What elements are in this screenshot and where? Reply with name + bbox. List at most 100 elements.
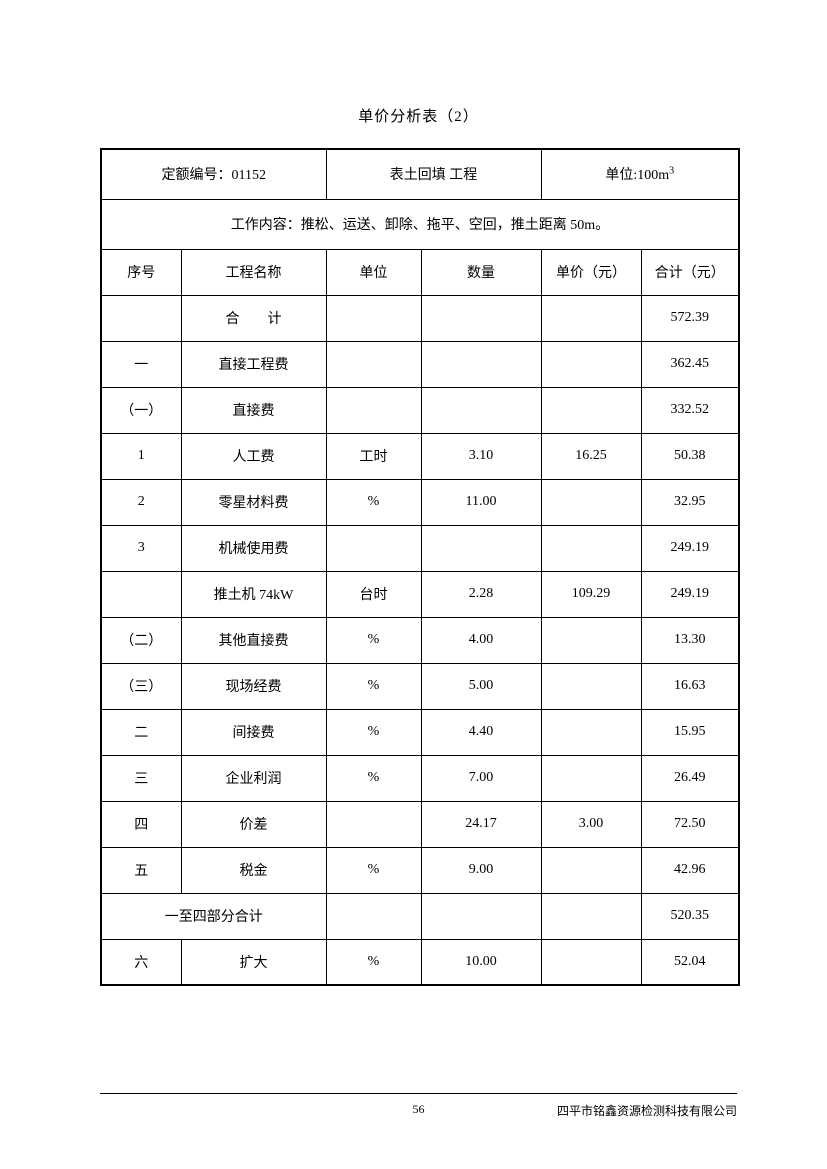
cell-unit: 工时 — [326, 433, 421, 479]
cell-unit — [326, 387, 421, 433]
cell-seq: 二 — [101, 709, 181, 755]
cell-qty: 10.00 — [421, 939, 541, 985]
cell-unit — [326, 341, 421, 387]
cell-seq: （三） — [101, 663, 181, 709]
cell-qty: 4.40 — [421, 709, 541, 755]
table-header-row-1: 定额编号：01152 表土回填 工程 单位:100m3 — [101, 149, 739, 199]
cell-total: 332.52 — [641, 387, 739, 433]
column-header-row: 序号 工程名称 单位 数量 单价（元） 合计（元） — [101, 249, 739, 295]
cell-qty: 7.00 — [421, 755, 541, 801]
cell-unit: % — [326, 847, 421, 893]
table-row: （一）直接费 332.52 — [101, 387, 739, 433]
cell-total: 572.39 — [641, 295, 739, 341]
analysis-table: 定额编号：01152 表土回填 工程 单位:100m3 工作内容：推松、运送、卸… — [100, 148, 740, 986]
table-row: 一直接工程费362.45 — [101, 341, 739, 387]
page-footer: 56 四平市铭鑫资源检测科技有限公司 — [100, 1093, 737, 1119]
cell-price — [541, 617, 641, 663]
cell-total: 520.35 — [641, 893, 739, 939]
merged-label-cell: 一至四部分合计 — [101, 893, 326, 939]
cell-price — [541, 939, 641, 985]
table-row: 推土机 74kW台时2.28109.29249.19 — [101, 571, 739, 617]
cell-price: 109.29 — [541, 571, 641, 617]
cell-unit — [326, 525, 421, 571]
cell-seq: 六 — [101, 939, 181, 985]
footer-content: 56 四平市铭鑫资源检测科技有限公司 — [100, 1102, 737, 1119]
table-row: 二间接费%4.40 15.95 — [101, 709, 739, 755]
cell-unit: % — [326, 709, 421, 755]
document-page: 单价分析表（2） 定额编号：01152 表土回填 工程 单位:100m3 工作内… — [0, 0, 827, 1169]
cell-seq: 1 — [101, 433, 181, 479]
table-row: 1人工费工时3.1016.2550.38 — [101, 433, 739, 479]
work-content-row: 工作内容：推松、运送、卸除、拖平、空回，推土距离 50m。 — [101, 199, 739, 249]
table-row: 六扩大%10.0052.04 — [101, 939, 739, 985]
unit-exponent: 3 — [669, 166, 674, 177]
document-title: 单价分析表（2） — [100, 105, 737, 126]
cell-name: 税金 — [181, 847, 326, 893]
unit-label: 单位: — [605, 168, 637, 183]
table-row: 四价差24.173.0072.50 — [101, 801, 739, 847]
cell-name: 价差 — [181, 801, 326, 847]
cell-price — [541, 893, 641, 939]
cell-seq: （一） — [101, 387, 181, 433]
cell-qty: 9.00 — [421, 847, 541, 893]
cell-qty — [421, 387, 541, 433]
table-row: 3机械使用费 249.19 — [101, 525, 739, 571]
table-row: 一至四部分合计 520.35 — [101, 893, 739, 939]
cell-price — [541, 663, 641, 709]
cell-seq: 3 — [101, 525, 181, 571]
page-number: 56 — [413, 1102, 425, 1117]
table-row: 三企业利润%7.0026.49 — [101, 755, 739, 801]
cell-price: 3.00 — [541, 801, 641, 847]
cell-name: 零星材料费 — [181, 479, 326, 525]
col-header-seq: 序号 — [101, 249, 181, 295]
cell-unit: % — [326, 617, 421, 663]
cell-name: 合计 — [181, 295, 326, 341]
cell-qty: 11.00 — [421, 479, 541, 525]
cell-qty — [421, 295, 541, 341]
cell-unit: % — [326, 663, 421, 709]
cell-name: 直接费 — [181, 387, 326, 433]
cell-seq: 五 — [101, 847, 181, 893]
cell-price — [541, 387, 641, 433]
cell-price: 16.25 — [541, 433, 641, 479]
table-row: 五税金%9.00 42.96 — [101, 847, 739, 893]
cell-total: 72.50 — [641, 801, 739, 847]
cell-unit — [326, 801, 421, 847]
cell-qty: 4.00 — [421, 617, 541, 663]
cell-name: 直接工程费 — [181, 341, 326, 387]
cell-total: 50.38 — [641, 433, 739, 479]
cell-seq: （二） — [101, 617, 181, 663]
cell-total: 249.19 — [641, 571, 739, 617]
cell-qty: 3.10 — [421, 433, 541, 479]
cell-name: 间接费 — [181, 709, 326, 755]
cell-price — [541, 847, 641, 893]
col-header-unit: 单位 — [326, 249, 421, 295]
cell-total: 42.96 — [641, 847, 739, 893]
cell-unit: 台时 — [326, 571, 421, 617]
cell-qty — [421, 341, 541, 387]
cell-seq: 一 — [101, 341, 181, 387]
cell-qty — [421, 525, 541, 571]
table-row: （二）其他直接费%4.0013.30 — [101, 617, 739, 663]
cell-price — [541, 479, 641, 525]
cell-total: 16.63 — [641, 663, 739, 709]
code-label: 定额编号： — [162, 168, 232, 183]
unit-value: 100m — [637, 168, 669, 183]
cell-name: 机械使用费 — [181, 525, 326, 571]
col-header-qty: 数量 — [421, 249, 541, 295]
cell-unit — [326, 893, 421, 939]
cell-seq: 2 — [101, 479, 181, 525]
cell-seq — [101, 571, 181, 617]
cell-unit: % — [326, 939, 421, 985]
col-header-price: 单价（元） — [541, 249, 641, 295]
cell-total: 15.95 — [641, 709, 739, 755]
cell-price — [541, 341, 641, 387]
work-content-cell: 工作内容：推松、运送、卸除、拖平、空回，推土距离 50m。 — [101, 199, 739, 249]
cell-qty — [421, 893, 541, 939]
cell-total: 249.19 — [641, 525, 739, 571]
code-cell: 定额编号：01152 — [101, 149, 326, 199]
footer-divider — [100, 1093, 737, 1094]
cell-name: 人工费 — [181, 433, 326, 479]
cell-price — [541, 295, 641, 341]
cell-total: 13.30 — [641, 617, 739, 663]
